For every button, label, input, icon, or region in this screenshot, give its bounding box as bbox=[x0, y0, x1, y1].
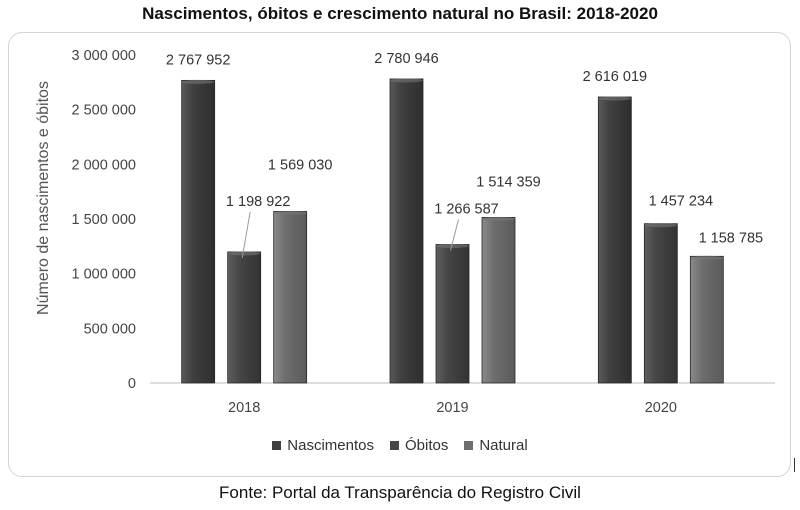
bar-natural-2018 bbox=[273, 211, 308, 384]
legend-item: Natural bbox=[464, 437, 528, 454]
legend-item: Nascimentos bbox=[272, 437, 374, 454]
data-label: 2 616 019 bbox=[583, 69, 648, 85]
label-leader-line bbox=[450, 219, 459, 251]
legend-label: Nascimentos bbox=[287, 437, 374, 454]
bar-natural-2020 bbox=[689, 255, 724, 384]
y-tick-label: 1 000 000 bbox=[71, 267, 136, 283]
data-label: 1 158 785 bbox=[699, 230, 764, 246]
bar-bitos-2019 bbox=[435, 244, 470, 384]
bar-cap bbox=[273, 210, 307, 215]
data-label: 1 457 234 bbox=[649, 194, 714, 210]
bar-nascimentos-2018 bbox=[181, 79, 216, 384]
label-leader-line bbox=[241, 211, 251, 259]
data-label: 1 266 587 bbox=[434, 202, 499, 218]
y-tick-label: 2 000 000 bbox=[71, 157, 136, 173]
y-tick-label: 2 500 000 bbox=[71, 103, 136, 119]
legend-swatch bbox=[464, 441, 474, 450]
data-label: 2 767 952 bbox=[166, 52, 231, 68]
legend-label: Óbitos bbox=[404, 437, 449, 454]
source-caption: Fonte: Portal da Transparência do Regist… bbox=[219, 483, 581, 502]
legend-swatch bbox=[389, 441, 399, 450]
legend-label: Natural bbox=[479, 437, 528, 454]
bar-nascimentos-2019 bbox=[389, 78, 424, 384]
x-tick-label: 2020 bbox=[645, 400, 677, 416]
bar-cap bbox=[436, 244, 469, 249]
bar-bitos-2020 bbox=[643, 223, 678, 384]
data-label: 1 198 922 bbox=[226, 194, 291, 210]
y-tick-label: 500 000 bbox=[84, 321, 136, 337]
bar-bitos-2018 bbox=[227, 251, 262, 384]
y-tick-label: 0 bbox=[128, 376, 136, 392]
bar-nascimentos-2020 bbox=[597, 96, 632, 384]
legend-item: Óbitos bbox=[389, 437, 449, 454]
chart-legend: Nascimentos Óbitos Natural bbox=[0, 437, 800, 454]
bar-cap bbox=[181, 79, 215, 84]
legend-swatch bbox=[272, 441, 282, 450]
bar-natural-2019 bbox=[481, 217, 516, 384]
bar-cap bbox=[390, 78, 423, 83]
data-label: 2 780 946 bbox=[374, 51, 439, 67]
data-label: 1 569 030 bbox=[268, 157, 333, 173]
x-tick-label: 2018 bbox=[228, 400, 260, 416]
bar-cap bbox=[227, 251, 261, 256]
y-tick-label: 3 000 000 bbox=[71, 48, 136, 64]
y-axis-title: Número de nascimentos e óbitos bbox=[35, 81, 52, 315]
edge-mark bbox=[794, 458, 795, 472]
chart-plot: Número de nascimentos e óbitos 0 500 000 1… bbox=[35, 48, 775, 416]
bar-cap bbox=[482, 216, 515, 221]
bar-cap bbox=[690, 255, 724, 260]
y-tick-label: 1 500 000 bbox=[71, 212, 136, 228]
chart-title: Nascimentos, óbitos e crescimento natura… bbox=[142, 4, 658, 23]
bar-cap bbox=[598, 96, 632, 101]
bar-cap bbox=[644, 223, 678, 228]
data-label: 1 514 359 bbox=[476, 174, 541, 190]
x-tick-label: 2019 bbox=[436, 400, 468, 416]
